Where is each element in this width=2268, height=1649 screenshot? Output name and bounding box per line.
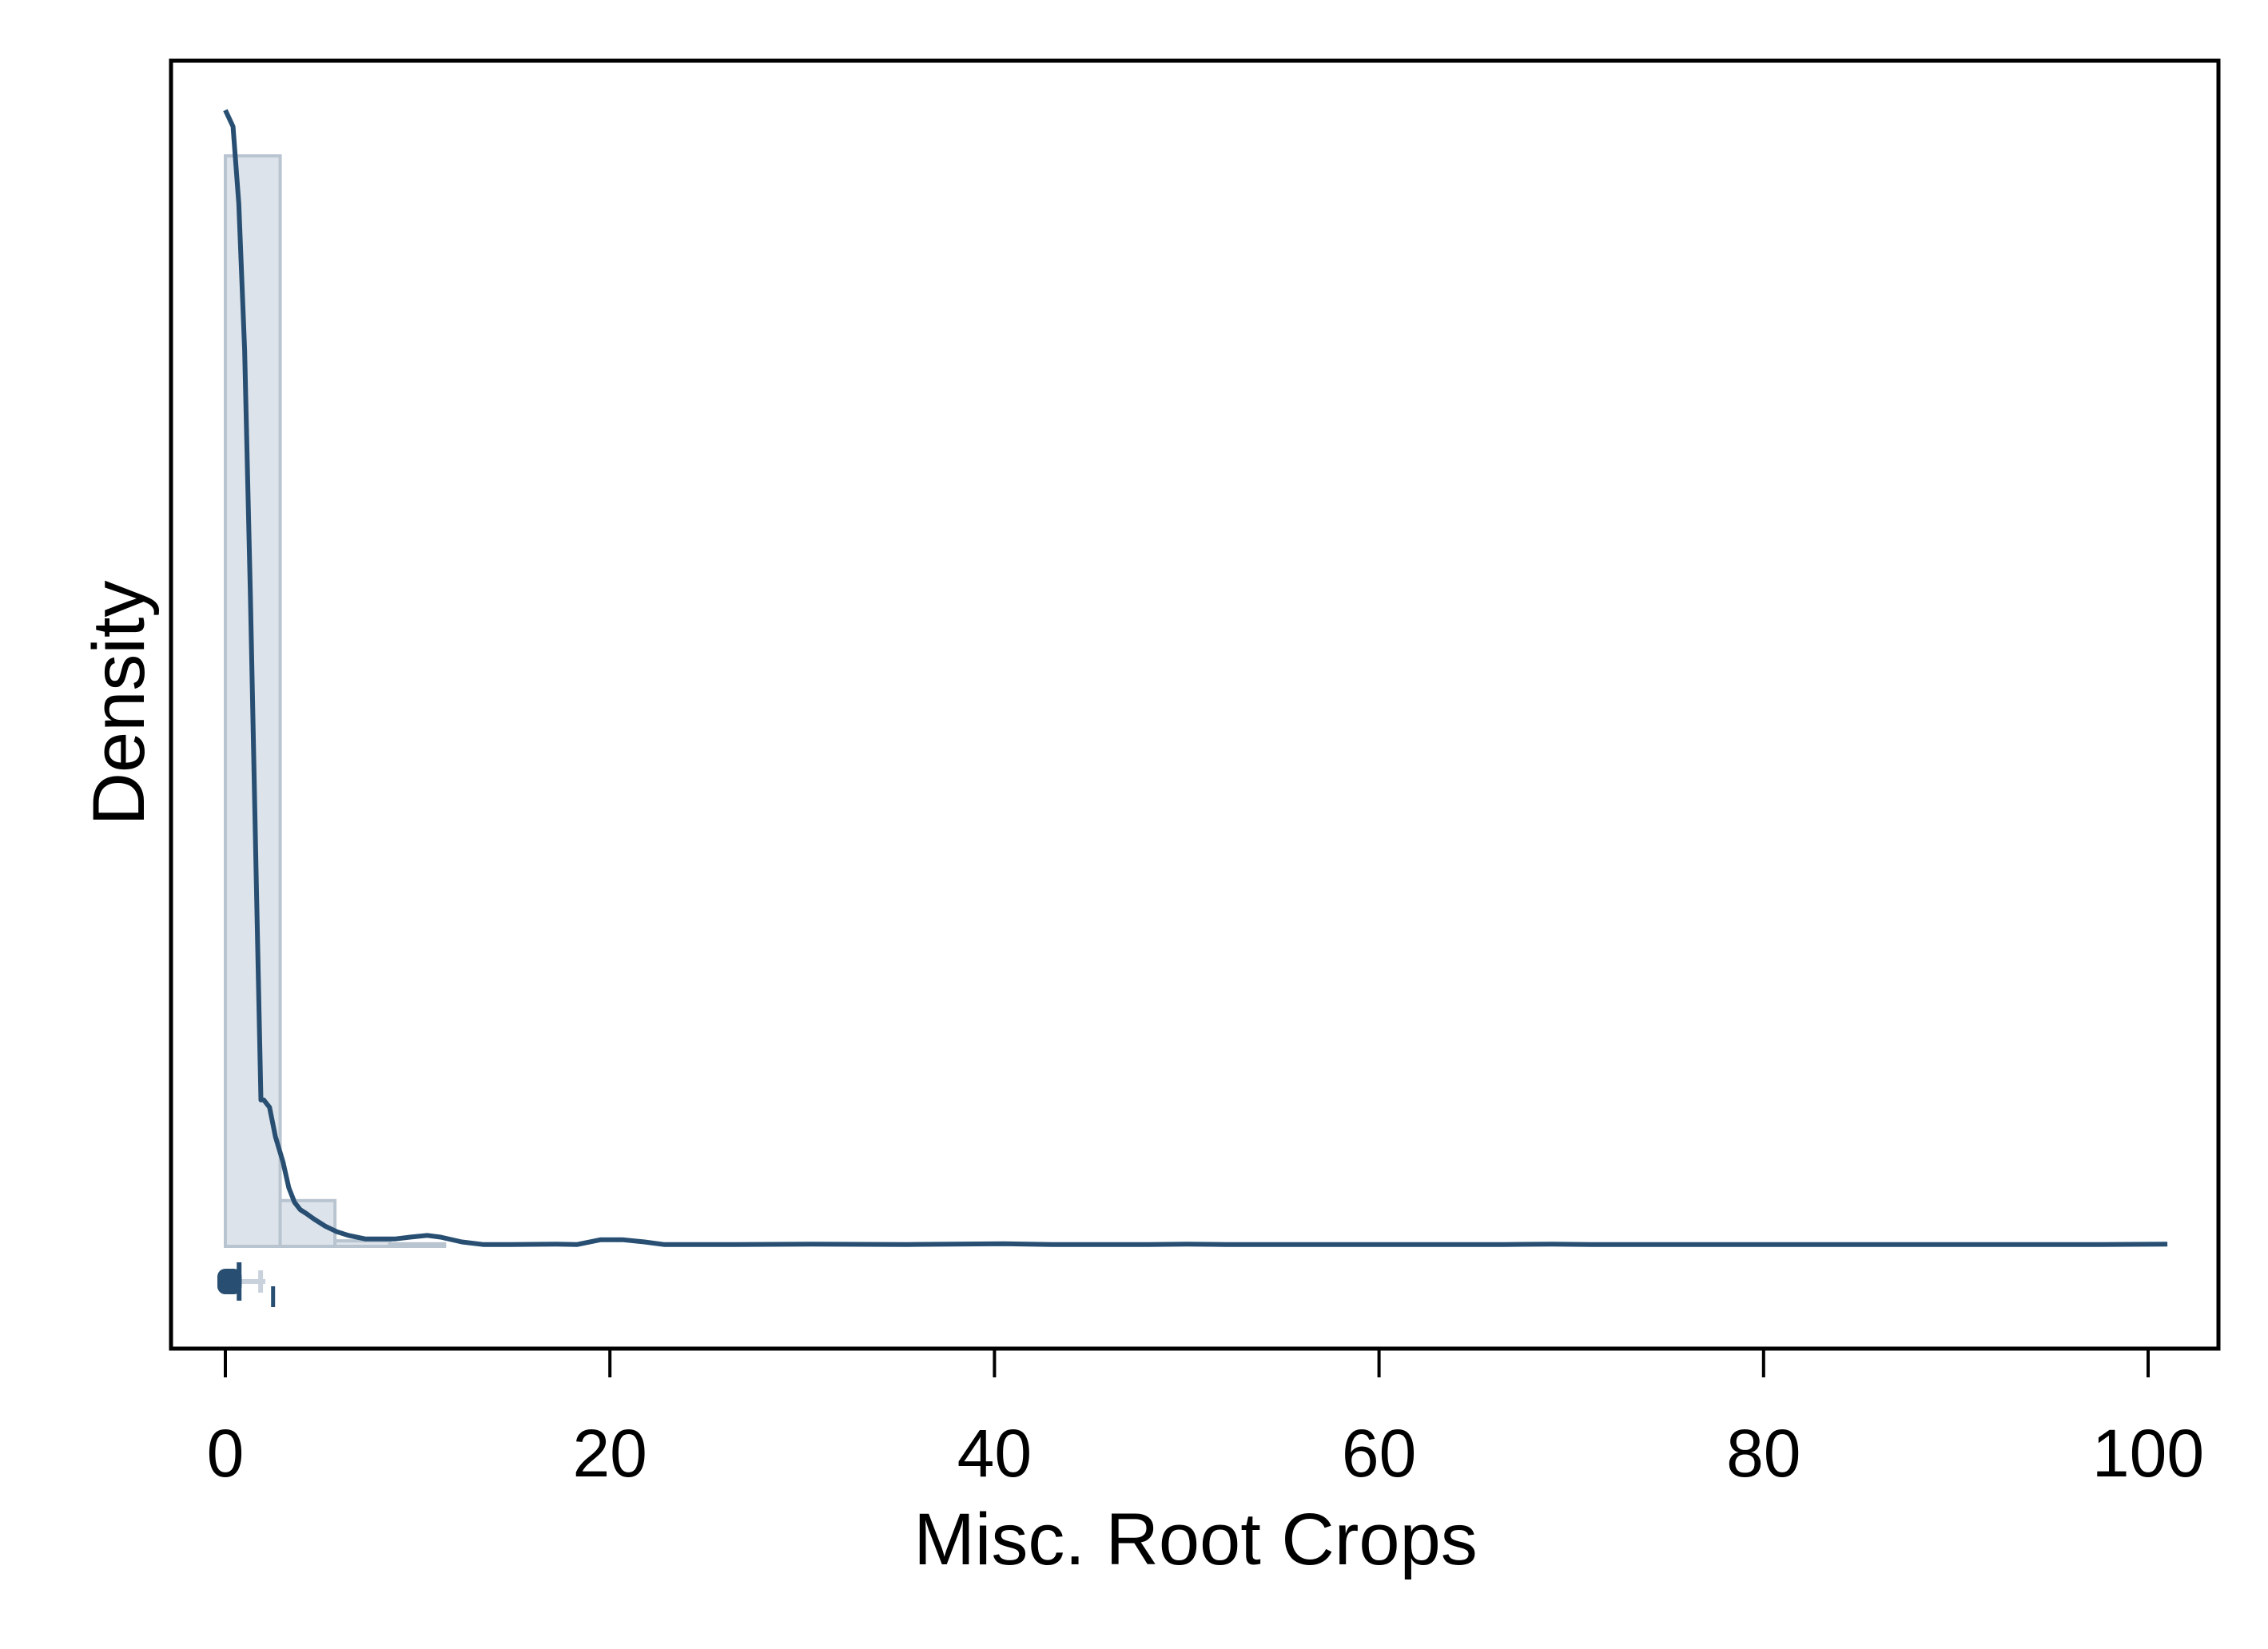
x-tick-label: 20 — [572, 1416, 647, 1491]
x-axis-title: Misc. Root Crops — [913, 1499, 1478, 1580]
histogram-bar — [333, 1239, 392, 1249]
x-tick-label: 100 — [2092, 1416, 2204, 1491]
x-tick-label: 60 — [1342, 1416, 1416, 1491]
histogram-bars — [224, 154, 447, 1249]
boxplot-box — [217, 1269, 242, 1294]
x-tick-label: 80 — [1726, 1416, 1800, 1491]
x-tick-label: 40 — [957, 1416, 1032, 1491]
y-axis-title: Density — [78, 581, 160, 826]
plot-frame — [169, 58, 2221, 1351]
histogram-bar — [388, 1242, 447, 1248]
x-axis: 0 20 40 60 80 100 — [207, 1349, 2204, 1491]
box-plot — [217, 1262, 276, 1307]
x-tick-label: 0 — [207, 1416, 245, 1491]
kde-line — [223, 109, 2168, 1247]
histogram-bar — [278, 1198, 337, 1248]
